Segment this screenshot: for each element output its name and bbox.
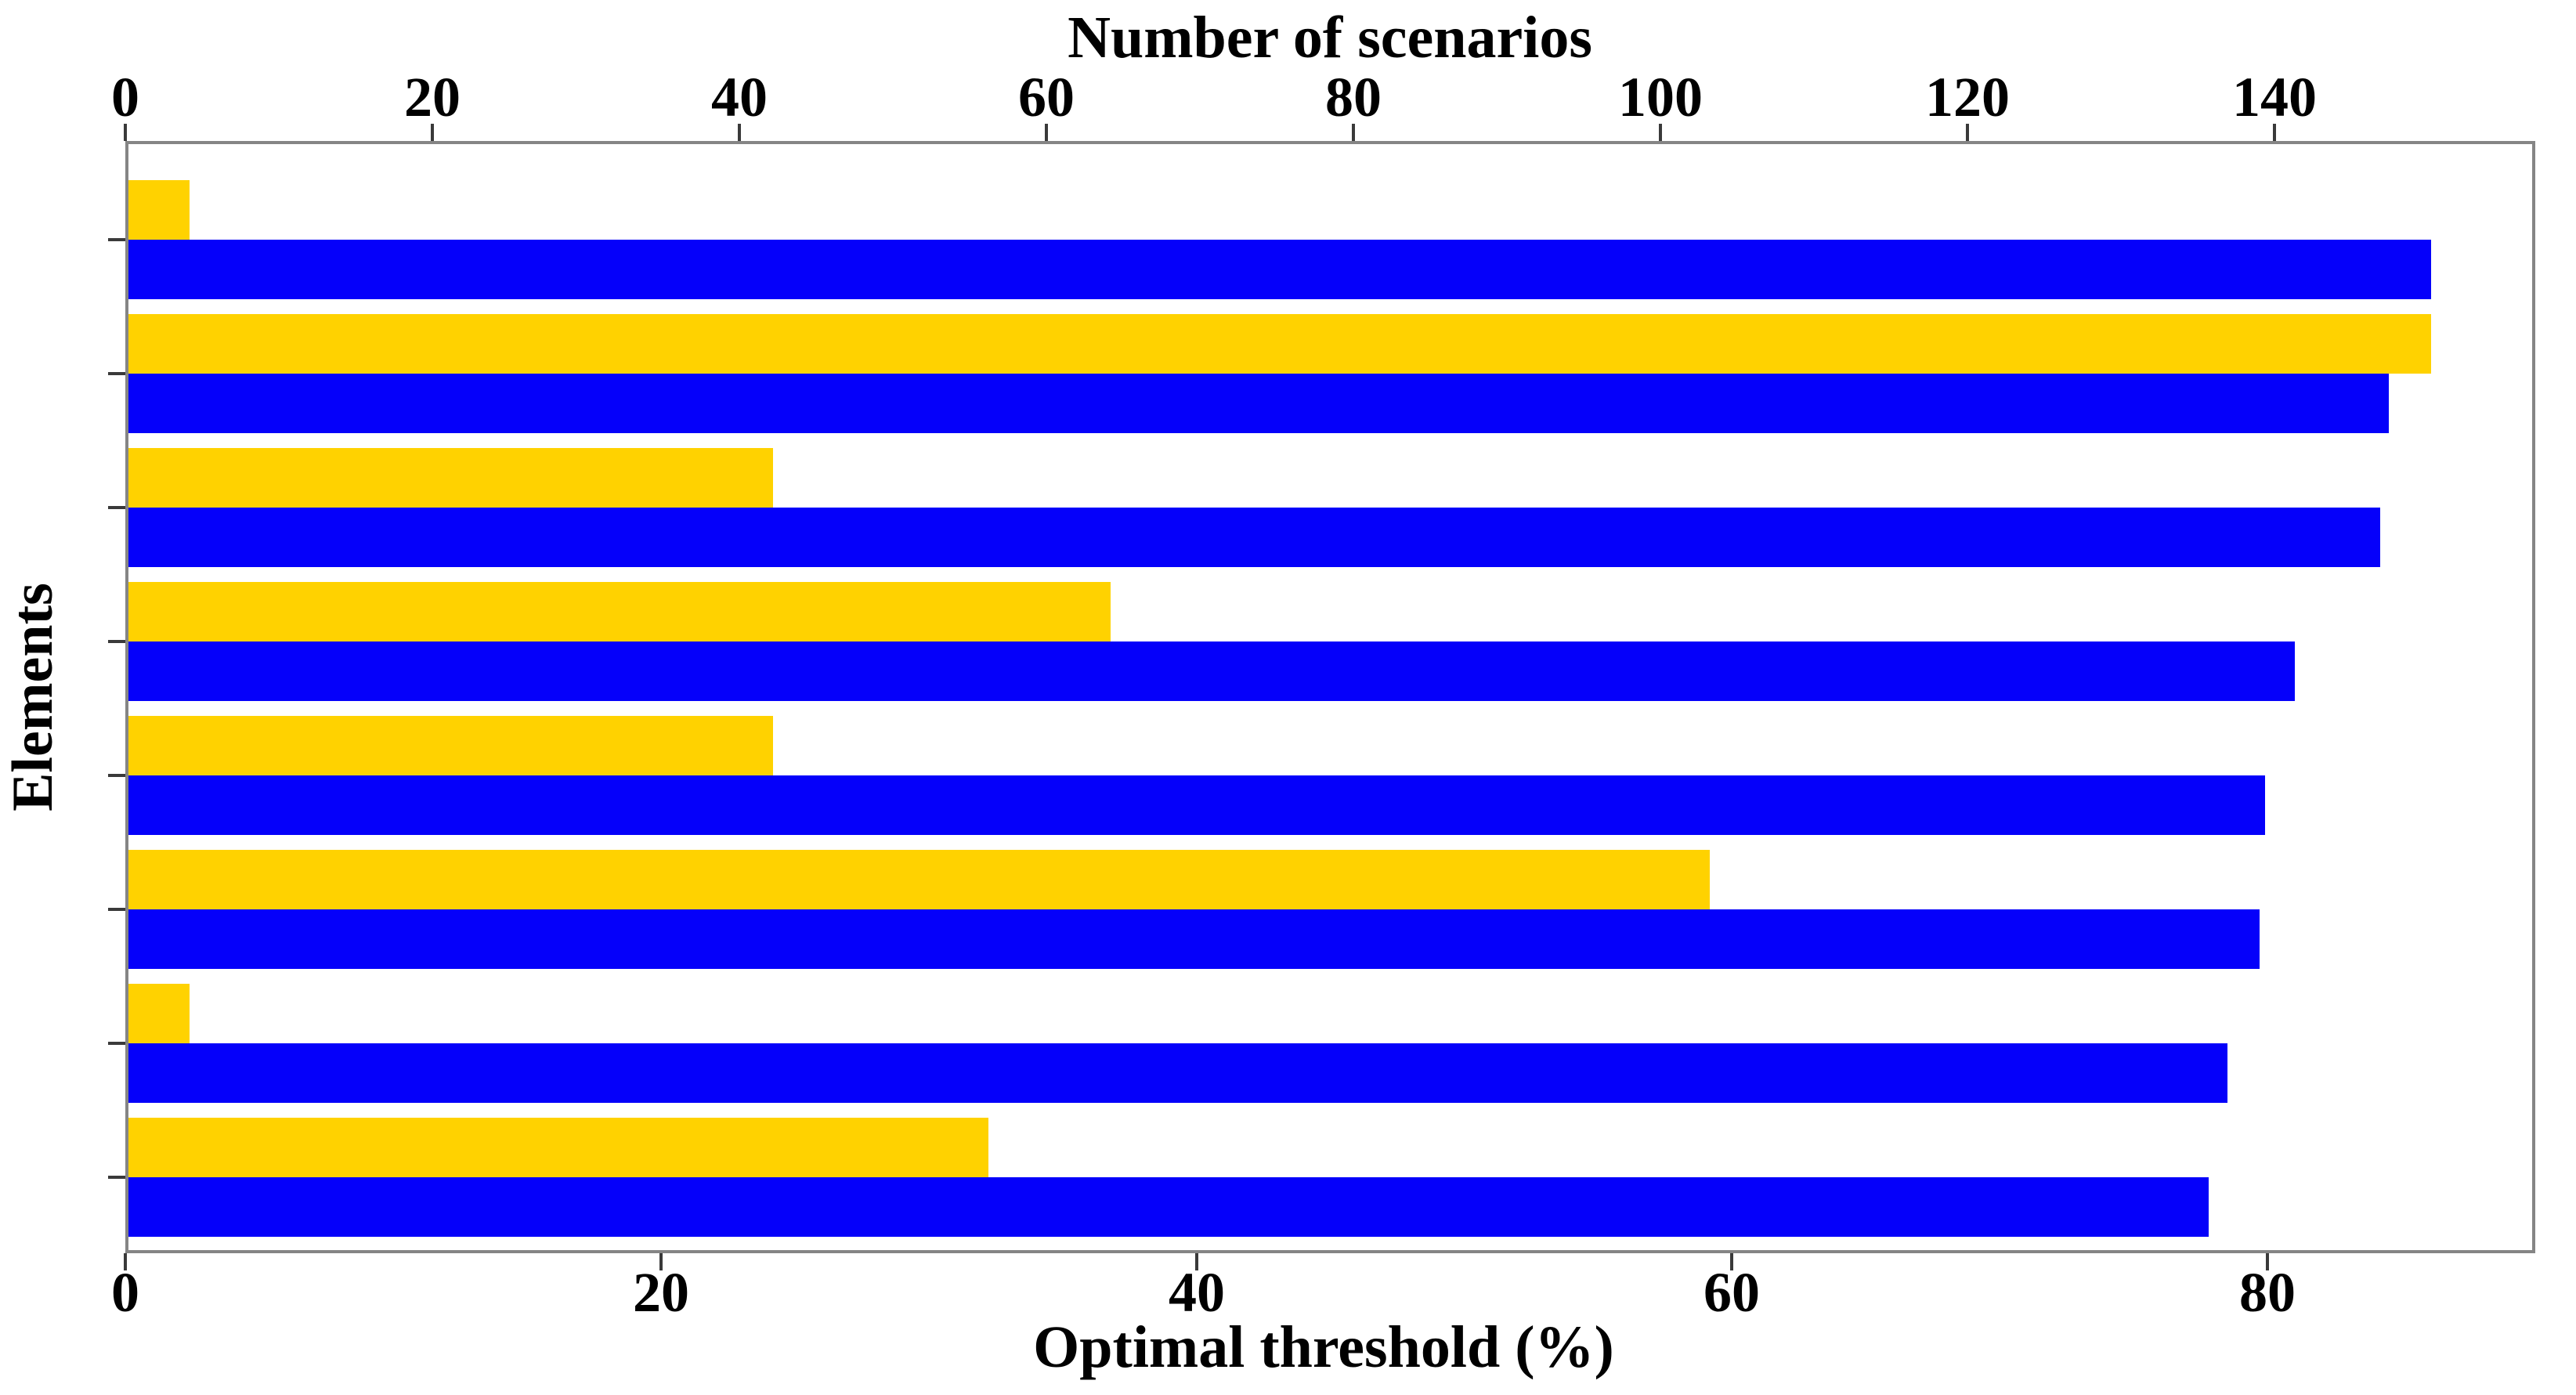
top-axis-tick <box>431 124 434 141</box>
scenarios-bar-element-5 <box>128 716 773 775</box>
scenarios-bar-element-8 <box>128 1118 988 1177</box>
bottom-axis-tick-label: 0 <box>111 1261 139 1324</box>
bottom-axis-tick-label: 40 <box>1169 1261 1225 1324</box>
plot-area <box>125 141 2535 1253</box>
threshold-bar-element-1 <box>128 240 2431 299</box>
threshold-bar-element-3 <box>128 508 2380 567</box>
bottom-axis-tick <box>659 1253 663 1270</box>
y-axis-title: Elements <box>1 583 65 811</box>
top-axis-tick-label: 120 <box>1925 66 2010 128</box>
top-axis-tick-label: 100 <box>1618 66 1703 128</box>
top-axis-tick-label: 80 <box>1325 66 1382 128</box>
top-axis-tick <box>1659 124 1662 141</box>
scenarios-bar-element-2 <box>128 314 2431 374</box>
top-axis-tick-label: 40 <box>711 66 768 128</box>
y-axis-category-tick <box>108 506 125 509</box>
threshold-bar-element-8 <box>128 1177 2209 1237</box>
y-axis-category-tick <box>108 640 125 643</box>
top-axis-tick <box>1966 124 1969 141</box>
threshold-bar-element-4 <box>128 641 2295 701</box>
top-axis-tick <box>2273 124 2276 141</box>
bottom-axis-tick <box>1195 1253 1198 1270</box>
y-axis-category-tick <box>108 908 125 911</box>
top-axis-tick <box>1045 124 1048 141</box>
bottom-axis-title: Optimal threshold (%) <box>1033 1314 1614 1380</box>
y-axis-category-tick <box>108 774 125 777</box>
top-axis-tick-label: 0 <box>111 66 139 128</box>
top-axis-tick <box>738 124 741 141</box>
scenarios-bar-element-4 <box>128 582 1111 641</box>
threshold-bar-element-6 <box>128 909 2260 969</box>
top-axis-tick <box>1352 124 1355 141</box>
top-axis-tick-label: 60 <box>1018 66 1075 128</box>
bottom-axis-tick-label: 60 <box>1703 1261 1760 1324</box>
threshold-bar-element-5 <box>128 775 2265 835</box>
bottom-axis-tick <box>1730 1253 1733 1270</box>
y-axis-category-tick <box>108 1042 125 1045</box>
top-axis-tick <box>124 124 127 141</box>
threshold-bar-element-7 <box>128 1043 2227 1103</box>
threshold-bar-element-2 <box>128 374 2389 433</box>
scenarios-bar-element-6 <box>128 850 1710 909</box>
scenarios-bar-element-1 <box>128 180 190 240</box>
bottom-axis-tick <box>124 1253 127 1270</box>
bottom-axis-tick-label: 80 <box>2239 1261 2296 1324</box>
y-axis-category-tick <box>108 238 125 241</box>
scenarios-bar-element-3 <box>128 448 773 508</box>
scenarios-bar-element-7 <box>128 984 190 1043</box>
top-axis-tick-label: 140 <box>2232 66 2317 128</box>
y-axis-category-tick <box>108 1176 125 1179</box>
top-axis-title: Number of scenarios <box>1068 5 1592 70</box>
bottom-axis-tick-label: 20 <box>633 1261 689 1324</box>
bottom-axis-tick <box>2266 1253 2269 1270</box>
top-axis-tick-label: 20 <box>404 66 461 128</box>
y-axis-category-tick <box>108 372 125 375</box>
